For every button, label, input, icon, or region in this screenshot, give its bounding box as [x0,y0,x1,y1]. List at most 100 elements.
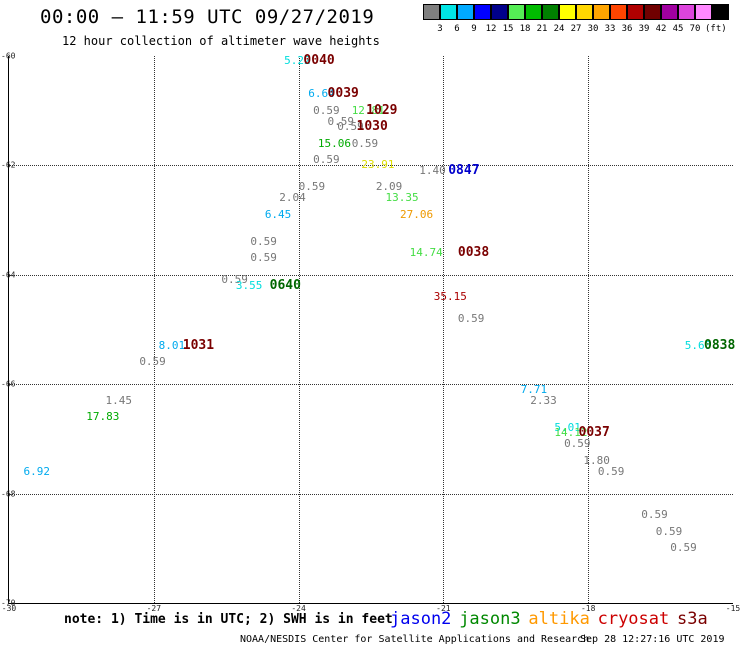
legend-tick-label: 24 [553,24,565,34]
legend-tick-label: 27 [570,24,582,34]
pass-time-label: 0038 [457,244,490,260]
legend-tick-label: 9 [471,24,477,34]
wave-height-value: 6.45 [264,207,292,221]
wave-height-value: 8.01 [158,338,186,352]
wave-height-value: 1.80 [583,453,610,467]
wave-height-value: 15.06 [317,136,352,150]
satellite-name: jason2 [390,609,452,629]
legend-tick-label: 42 [655,24,667,34]
latitude-gridline [9,274,733,276]
footer-note: note: 1) Time is in UTC; 2) SWH is in fe… [64,612,393,627]
pass-time-label: 1031 [182,337,215,353]
wave-height-value: 6.92 [23,464,50,478]
wave-height-value: 0.59 [250,251,277,265]
map-title: 00:00 – 11:59 UTC 09/27/2019 [40,6,375,28]
x-tick-label: -15 [725,604,740,613]
wave-height-value: 0.59 [564,437,591,451]
wave-height-value: 0.59 [351,136,379,150]
latitude-gridline [9,384,733,386]
wave-height-value: 0.59 [313,103,340,117]
wave-height-value: 0.59 [298,180,326,194]
legend-tick-label: 21 [536,24,548,34]
longitude-gridline [153,56,155,603]
legend-swatch [559,4,576,20]
latitude-gridline [9,493,733,495]
y-tick-label: -62 [1,160,16,170]
legend-swatch [576,4,593,20]
longitude-gridline [443,56,445,603]
pass-time-label: 0037 [578,425,610,441]
wave-height-value: 0.59 [597,464,625,478]
pass-time-label: 0040 [303,53,335,69]
x-tick-label: -21 [436,604,451,613]
legend-tick-label: 3 [437,24,443,34]
x-tick-label: -27 [146,604,162,613]
legend-tick-label: 36 [621,24,633,34]
legend-swatch [423,4,440,20]
longitude-gridline [588,56,590,603]
wave-height-value: 5.01 [554,420,581,434]
wave-height-value: 2.09 [375,180,403,194]
wave-height-value: 0.59 [313,152,340,166]
legend-tick-label: 12 [485,24,497,34]
wave-height-value: 0.59 [327,114,355,128]
legend-swatch [474,4,491,20]
y-tick-label: -60 [1,51,16,61]
legend-swatch [491,4,508,20]
wave-height-value: 2.33 [530,393,557,407]
wave-height-value: 27.06 [399,207,434,221]
satellite-name: cryosat [597,609,670,629]
legend-swatch [627,4,644,20]
legend-swatch [695,4,712,20]
legend-swatch [661,4,678,20]
wave-height-value: 0.59 [655,524,683,538]
pass-time-label: 0847 [448,162,480,178]
wave-height-value: 0.59 [221,273,248,287]
legend-tick-label: 18 [519,24,531,34]
wave-height-value: 0.59 [139,355,166,369]
pass-time-label: 1030 [356,119,388,135]
wave-height-value: 1.45 [105,393,133,407]
legend-tick-label: 70 [689,24,701,34]
wave-height-value: 13.35 [385,191,419,205]
legend-swatch [457,4,474,20]
wave-height-value: 23.91 [361,158,395,172]
x-tick-label: -24 [291,604,306,613]
y-tick-label: -70 [1,598,16,608]
legend-swatch [678,4,695,20]
wave-height-value: 0.59 [641,508,668,522]
y-tick-label: -64 [1,270,16,280]
pass-time-label: 0838 [704,337,736,353]
wave-height-value: 0.59 [337,120,364,134]
wave-height-value: 12.81 [351,103,385,117]
legend-tick-label: 45 [672,24,684,34]
wave-height-value: 7.71 [520,382,548,396]
wave-height-value: 0.59 [250,234,277,248]
map-subtitle: 12 hour collection of altimeter wave hei… [62,34,380,48]
legend-unit: (ft) [705,24,727,34]
legend-tick-label: 33 [604,24,616,34]
wave-height-value: 14.74 [409,245,443,259]
longitude-gridline [298,56,300,603]
wave-height-value: 5.60 [684,338,712,352]
wave-height-value: 6.64 [308,87,335,101]
pass-time-label: 1029 [366,102,398,118]
legend-swatch [542,4,559,20]
wave-height-value: 3.55 [235,278,263,292]
legend-swatch [440,4,457,20]
wave-height-value: 2.04 [279,191,306,205]
legend-tick-label: 6 [454,24,460,34]
credit-line: NOAA/NESDIS Center for Satellite Applica… [240,634,590,645]
wave-height-value: 1.40 [419,163,446,177]
legend-swatch [644,4,661,20]
wave-height-value: 0.59 [670,541,697,555]
wave-height-value: 35.15 [433,289,467,303]
legend-tick-label: 39 [638,24,650,34]
legend-swatch [593,4,610,20]
pass-time-label: 0640 [269,277,301,293]
latitude-gridline [9,165,733,167]
map-plot-area: -30 -27 -24 -21 -18 -15 -60 -62 -64 -66 -68 -70 5.22… [1,52,740,614]
x-tick-label: -18 [580,604,596,613]
satellite-name: altika [528,609,590,629]
pass-time-label: 0039 [327,86,359,102]
